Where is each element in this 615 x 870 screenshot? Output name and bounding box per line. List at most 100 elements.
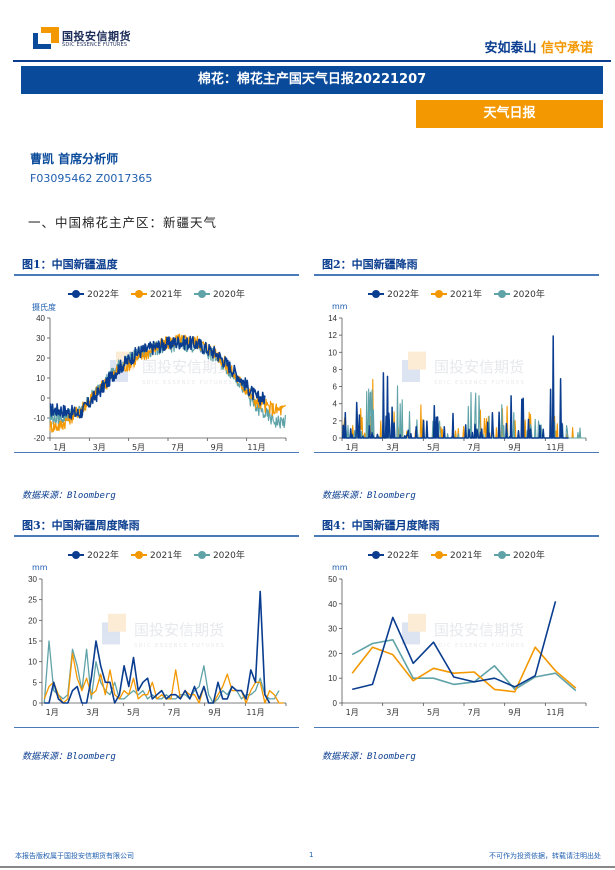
- svg-text:10: 10: [328, 348, 337, 357]
- svg-text:25: 25: [28, 595, 37, 604]
- svg-text:国投安信期货: 国投安信期货: [142, 358, 232, 376]
- svg-text:9月: 9月: [208, 708, 221, 717]
- figure-title: 图3：中国新疆周度降雨: [22, 519, 140, 532]
- logo-text-en: SDIC ESSENCE FUTURES: [62, 42, 128, 48]
- data-source-note: 数据来源：Bloomberg: [22, 752, 116, 762]
- svg-text:20: 20: [28, 616, 37, 625]
- svg-text:3月: 3月: [386, 708, 399, 717]
- svg-text:11月: 11月: [546, 443, 564, 452]
- figure-3-weekly-precipitation: 图3：中国新疆周度降雨 2022年 2021年 2020年 mm 国投安信期货 S…: [14, 517, 299, 728]
- figure-bottom-rule: [314, 451, 599, 453]
- chart-legend: 2022年 2021年 2020年: [314, 288, 599, 300]
- page-header: 国投安信期货 SDIC ESSENCE FUTURES 安如泰山 信守承诺: [0, 0, 615, 62]
- data-source-note: 数据来源：Bloomberg: [322, 752, 416, 762]
- svg-text:15: 15: [28, 637, 37, 646]
- legend-item-2020: 2020年: [493, 548, 545, 561]
- chart-legend: 2022年 2021年 2020年: [314, 549, 599, 561]
- svg-text:40: 40: [328, 599, 337, 608]
- precipitation-line-chart: 国投安信期货 SDIC ESSENCE FUTURES 0 2 4 6 8 10 12 14 1月 3…: [328, 314, 587, 452]
- svg-text:4: 4: [333, 399, 338, 408]
- temperature-line-chart: 国投安信期货 SDIC ESSENCE FUTURES -20 -10 0 10 20 30 4…: [33, 314, 287, 452]
- legend-item-2022: 2022年: [368, 287, 419, 300]
- svg-text:7月: 7月: [171, 443, 184, 452]
- legend-item-2022: 2022年: [368, 548, 419, 561]
- svg-text:SDIC ESSENCE FUTURES: SDIC ESSENCE FUTURES: [434, 380, 525, 386]
- figure-title: 图1：中国新疆温度: [22, 258, 118, 271]
- section-heading: 一、中国棉花主产区：新疆天气: [28, 215, 218, 230]
- svg-text:0: 0: [333, 434, 338, 443]
- legend-marker-icon: [131, 289, 148, 298]
- analyst-license-ids: F03095462 Z0017365: [30, 172, 153, 185]
- legend-item-2022: 2022年: [68, 548, 119, 561]
- svg-text:3月: 3月: [86, 708, 99, 717]
- figure-2-precipitation: 图2：中国新疆降雨 2022年 2021年 2020年 mm 国投安信期货 SDI…: [314, 256, 599, 453]
- svg-text:3月: 3月: [93, 443, 106, 452]
- legend-item-2020: 2020年: [193, 287, 245, 300]
- svg-text:6: 6: [333, 382, 338, 391]
- svg-text:30: 30: [36, 334, 45, 343]
- svg-text:1月: 1月: [346, 708, 359, 717]
- svg-text:10: 10: [28, 657, 37, 666]
- legend-marker-icon: [193, 550, 210, 559]
- svg-text:50: 50: [328, 575, 337, 584]
- page-number: 1: [309, 851, 314, 859]
- y-axis-unit: mm: [332, 562, 348, 572]
- legend-item-2021: 2021年: [431, 287, 482, 300]
- svg-text:9月: 9月: [508, 708, 521, 717]
- svg-text:30: 30: [328, 624, 337, 633]
- y-axis-unit: 摄氏度: [32, 302, 56, 312]
- legend-marker-icon: [493, 550, 510, 559]
- figure-bottom-rule: [314, 726, 599, 728]
- svg-text:11月: 11月: [247, 443, 265, 452]
- figure-1-temperature: 图1：中国新疆温度 2022年 2021年 2020年 摄氏度 国投安信期货 SD…: [14, 256, 299, 453]
- legend-marker-icon: [431, 289, 448, 298]
- legend-marker-icon: [193, 289, 210, 298]
- svg-text:0: 0: [333, 699, 338, 708]
- svg-text:SDIC ESSENCE FUTURES: SDIC ESSENCE FUTURES: [142, 380, 233, 386]
- svg-text:11月: 11月: [246, 708, 264, 717]
- svg-text:11月: 11月: [546, 708, 564, 717]
- svg-text:9月: 9月: [508, 443, 521, 452]
- legend-marker-icon: [368, 289, 385, 298]
- svg-text:40: 40: [36, 314, 45, 323]
- figure-bottom-rule: [14, 726, 299, 728]
- monthly-precipitation-line-chart: 国投安信期货 SDIC ESSENCE FUTURES 0 10 20 30 40 50 1月 3…: [328, 575, 587, 717]
- y-axis-unit: mm: [332, 301, 348, 311]
- svg-text:-20: -20: [33, 434, 45, 443]
- legend-item-2021: 2021年: [131, 287, 182, 300]
- legend-item-2021: 2021年: [431, 548, 482, 561]
- data-source-note: 数据来源：Bloomberg: [322, 491, 416, 501]
- svg-text:8: 8: [333, 365, 338, 374]
- footer-divider: [0, 866, 615, 868]
- svg-text:国投安信期货: 国投安信期货: [434, 358, 524, 376]
- figure-title: 图2：中国新疆降雨: [322, 258, 418, 271]
- legend-marker-icon: [68, 550, 85, 559]
- svg-text:1月: 1月: [53, 443, 66, 452]
- svg-text:7月: 7月: [468, 708, 481, 717]
- svg-text:14: 14: [328, 314, 337, 323]
- legend-item-2020: 2020年: [493, 287, 545, 300]
- svg-text:2: 2: [333, 416, 338, 425]
- analyst-name: 曹凯 首席分析师: [30, 152, 119, 166]
- svg-text:1月: 1月: [46, 708, 59, 717]
- figure-bottom-rule: [14, 451, 299, 453]
- svg-text:国投安信期货: 国投安信期货: [434, 620, 524, 638]
- svg-text:SDIC ESSENCE FUTURES: SDIC ESSENCE FUTURES: [134, 643, 225, 649]
- svg-text:30: 30: [28, 575, 37, 584]
- svg-text:12: 12: [328, 331, 337, 340]
- legend-marker-icon: [131, 550, 148, 559]
- legend-marker-icon: [493, 289, 510, 298]
- figure-title-rule: [14, 535, 299, 537]
- figure-title-rule: [314, 274, 599, 276]
- chart-legend: 2022年 2021年 2020年: [14, 549, 299, 561]
- figure-4-monthly-precipitation: 图4：中国新疆月度降雨 2022年 2021年 2020年 mm 国投安信期货 S…: [314, 517, 599, 728]
- svg-text:SDIC ESSENCE FUTURES: SDIC ESSENCE FUTURES: [434, 643, 525, 649]
- company-logo-icon: [33, 27, 59, 49]
- figure-title: 图4：中国新疆月度降雨: [322, 519, 440, 532]
- figure-title-rule: [314, 535, 599, 537]
- header-divider: [13, 60, 611, 62]
- legend-marker-icon: [68, 289, 85, 298]
- legend-item-2021: 2021年: [131, 548, 182, 561]
- legend-marker-icon: [368, 550, 385, 559]
- svg-text:7月: 7月: [168, 708, 181, 717]
